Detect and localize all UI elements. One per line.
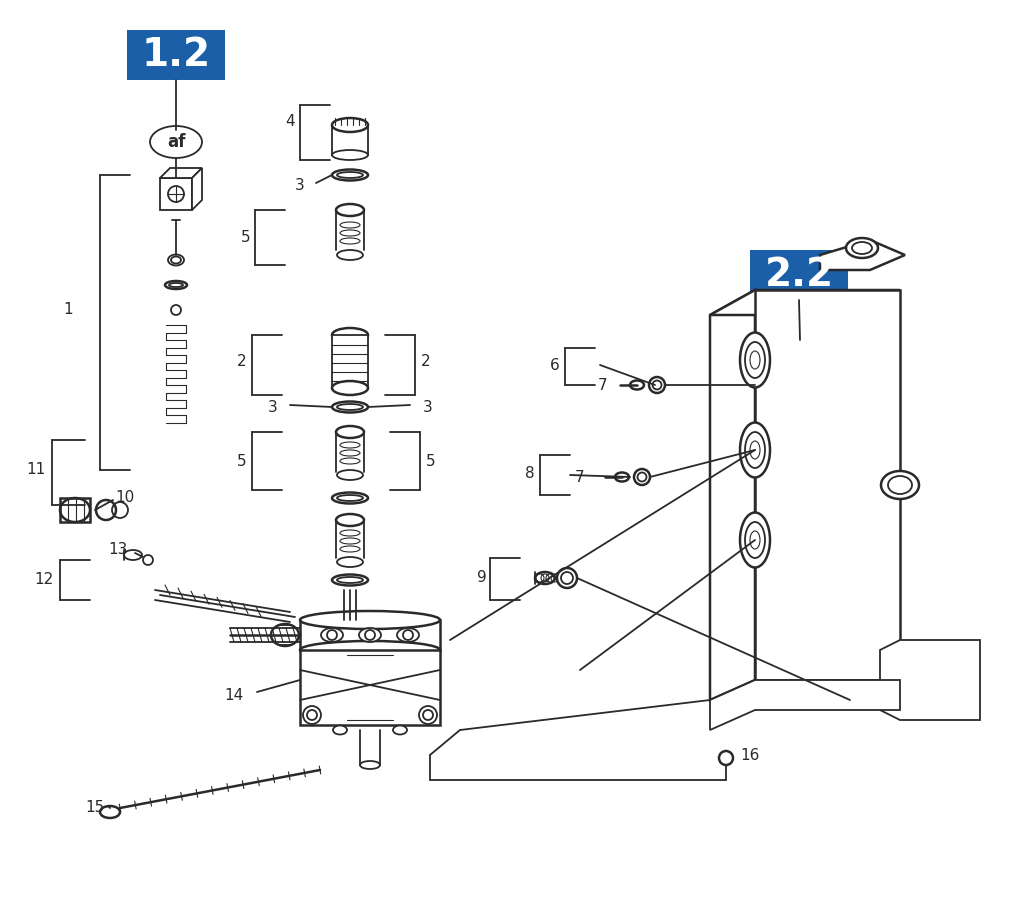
Text: 8: 8: [526, 466, 535, 482]
Ellipse shape: [634, 469, 650, 485]
Ellipse shape: [168, 255, 184, 266]
Ellipse shape: [337, 250, 363, 260]
Ellipse shape: [337, 470, 363, 480]
Ellipse shape: [649, 377, 666, 393]
Text: 3: 3: [423, 399, 433, 414]
Ellipse shape: [337, 495, 363, 501]
Polygon shape: [710, 290, 755, 700]
Text: 3: 3: [268, 399, 278, 414]
Text: af: af: [167, 133, 185, 151]
Text: 7: 7: [598, 377, 608, 393]
Ellipse shape: [740, 512, 770, 568]
Ellipse shape: [337, 577, 363, 583]
Ellipse shape: [333, 726, 347, 735]
Ellipse shape: [336, 204, 364, 216]
FancyBboxPatch shape: [750, 250, 848, 300]
Text: 13: 13: [109, 542, 128, 558]
Ellipse shape: [337, 172, 363, 178]
Text: 2.2: 2.2: [765, 256, 833, 294]
Ellipse shape: [171, 257, 181, 264]
Polygon shape: [710, 680, 900, 730]
Ellipse shape: [271, 624, 299, 646]
Polygon shape: [820, 240, 905, 270]
Ellipse shape: [881, 471, 919, 499]
Polygon shape: [300, 650, 440, 725]
Text: 7: 7: [575, 470, 585, 484]
Polygon shape: [193, 168, 202, 210]
Polygon shape: [710, 290, 900, 315]
Ellipse shape: [337, 557, 363, 567]
Ellipse shape: [336, 426, 364, 438]
Ellipse shape: [124, 550, 142, 560]
Ellipse shape: [337, 404, 363, 410]
Ellipse shape: [332, 574, 368, 586]
Ellipse shape: [336, 514, 364, 526]
Polygon shape: [160, 168, 202, 178]
Ellipse shape: [332, 493, 368, 503]
Ellipse shape: [332, 328, 368, 342]
Ellipse shape: [300, 641, 440, 659]
Circle shape: [303, 706, 321, 724]
Polygon shape: [300, 620, 440, 650]
Ellipse shape: [332, 150, 368, 160]
Ellipse shape: [535, 572, 555, 584]
Ellipse shape: [150, 126, 202, 158]
Polygon shape: [332, 125, 368, 155]
Text: 4: 4: [286, 114, 295, 130]
Text: 11: 11: [27, 463, 46, 477]
Ellipse shape: [169, 283, 183, 287]
Ellipse shape: [740, 423, 770, 477]
Text: 10: 10: [115, 491, 135, 505]
Ellipse shape: [321, 628, 343, 642]
Text: 12: 12: [35, 572, 54, 588]
Ellipse shape: [740, 333, 770, 387]
Ellipse shape: [360, 761, 380, 769]
Ellipse shape: [359, 628, 381, 642]
Ellipse shape: [300, 611, 440, 629]
Polygon shape: [880, 640, 980, 720]
Text: 5: 5: [240, 230, 250, 246]
FancyBboxPatch shape: [127, 30, 225, 80]
Ellipse shape: [332, 118, 368, 132]
Text: 6: 6: [551, 357, 560, 373]
Ellipse shape: [397, 628, 419, 642]
Circle shape: [719, 751, 733, 765]
Polygon shape: [755, 290, 900, 680]
Circle shape: [327, 630, 337, 640]
Text: 15: 15: [86, 801, 105, 815]
Text: 2: 2: [421, 355, 431, 369]
Ellipse shape: [630, 381, 644, 389]
Ellipse shape: [332, 381, 368, 395]
Ellipse shape: [615, 473, 629, 482]
Ellipse shape: [846, 238, 878, 258]
Ellipse shape: [557, 568, 576, 588]
Text: 2: 2: [236, 355, 246, 369]
Text: 9: 9: [477, 570, 487, 584]
Circle shape: [365, 630, 375, 640]
Text: 3: 3: [295, 178, 305, 192]
Text: 5: 5: [236, 454, 246, 470]
Ellipse shape: [100, 806, 120, 818]
Circle shape: [403, 630, 413, 640]
Text: 1.2: 1.2: [142, 36, 210, 74]
Ellipse shape: [165, 281, 187, 289]
Ellipse shape: [332, 402, 368, 413]
Circle shape: [307, 710, 317, 720]
Text: 14: 14: [225, 688, 244, 703]
Circle shape: [423, 710, 433, 720]
Ellipse shape: [393, 726, 407, 735]
Ellipse shape: [332, 170, 368, 180]
Text: 5: 5: [426, 454, 436, 470]
Circle shape: [143, 555, 153, 565]
Text: 16: 16: [740, 748, 760, 764]
Polygon shape: [332, 335, 368, 388]
Polygon shape: [60, 498, 90, 522]
Circle shape: [171, 305, 181, 315]
Circle shape: [419, 706, 437, 724]
Polygon shape: [160, 178, 193, 210]
Text: 1: 1: [63, 303, 72, 317]
